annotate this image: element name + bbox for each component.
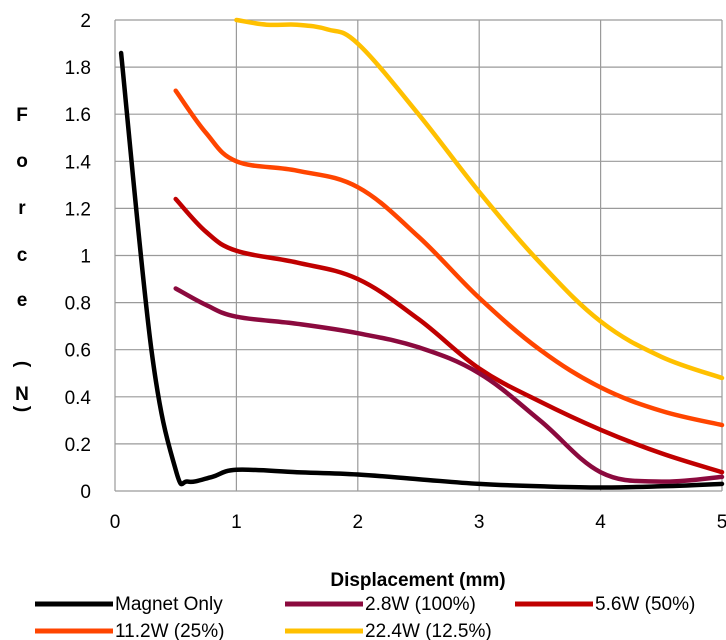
y-tick-label: 0.2 <box>65 435 91 456</box>
legend-item: 5.6W (50%) <box>515 594 695 615</box>
series-line-5-6w-50 <box>173 196 725 475</box>
legend-item: 11.2W (25%) <box>35 621 224 640</box>
series-line-22-4w-12-5 <box>234 17 725 381</box>
legend-label: 22.4W (12.5%) <box>365 621 492 640</box>
y-tick-label: 1.2 <box>65 199 91 220</box>
legend-label: 2.8W (100%) <box>365 594 476 615</box>
series-lines <box>118 17 725 490</box>
y-tick-label: 2 <box>80 11 91 32</box>
legend-label: 11.2W (25%) <box>115 621 224 640</box>
y-tick-label: 1.4 <box>65 152 92 173</box>
x-tick-label: 2 <box>353 512 364 533</box>
legend: Magnet Only 2.8W (100%) 5.6W (50%) 11.2W (2… <box>35 594 695 640</box>
y-tick-label: 1 <box>80 247 91 268</box>
x-tick-label: 3 <box>474 512 485 533</box>
series-line-magnet-only <box>118 50 725 490</box>
y-axis-title: Fo r c e ( N) <box>12 105 33 412</box>
series-line-11-2w-25 <box>173 88 725 428</box>
legend-item: 2.8W (100%) <box>285 594 476 615</box>
x-axis-title: Displacement (mm) <box>330 570 505 591</box>
y-tick-label: 0.6 <box>65 341 91 362</box>
series-line-2-8w-100 <box>173 286 725 484</box>
x-tick-label: 0 <box>110 512 121 533</box>
y-axis-title-char: e <box>17 290 28 311</box>
y-axis-title-char: c <box>17 245 28 266</box>
x-axis-ticks: 0 1 2 3 4 5 <box>110 512 726 533</box>
y-tick-label: 1.8 <box>65 58 91 79</box>
y-axis-title-char: ) <box>12 406 33 412</box>
gridlines <box>114 19 723 492</box>
y-axis-title-char: r <box>18 198 26 219</box>
x-tick-label: 1 <box>231 512 242 533</box>
legend-label: 5.6W (50%) <box>595 594 695 615</box>
x-tick-label: 4 <box>595 512 606 533</box>
y-tick-label: 0 <box>80 482 91 503</box>
legend-label: Magnet Only <box>115 594 223 615</box>
y-axis-title-char: F <box>16 105 28 126</box>
y-axis-title-char: o <box>16 151 28 172</box>
legend-item: Magnet Only <box>35 594 223 615</box>
y-axis-ticks: 0 0.2 0.4 0.6 0.8 1 1.2 1.4 1.6 1.8 2 <box>65 11 92 503</box>
y-tick-label: 0.4 <box>65 388 92 409</box>
y-axis-title-char: N <box>15 384 29 405</box>
x-tick-label: 5 <box>717 512 726 533</box>
y-tick-label: 1.6 <box>65 105 91 126</box>
y-axis-title-char: ( <box>12 361 33 368</box>
y-tick-label: 0.8 <box>65 294 91 315</box>
legend-item: 22.4W (12.5%) <box>285 621 492 640</box>
